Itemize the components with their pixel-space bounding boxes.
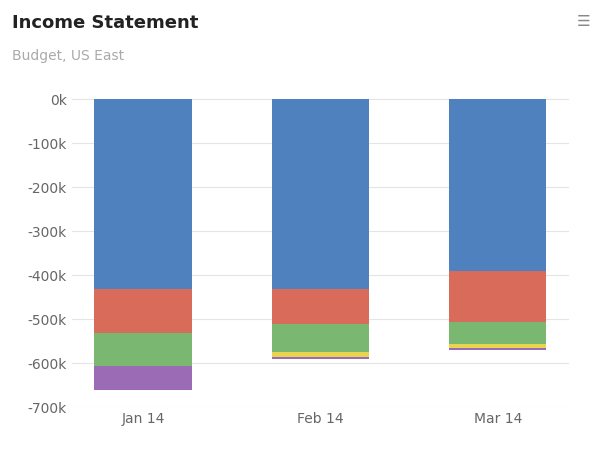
Bar — [95, 99, 192, 288]
Bar — [95, 366, 192, 390]
Text: Budget, US East: Budget, US East — [12, 49, 124, 63]
Bar — [272, 99, 369, 288]
Text: Income Statement: Income Statement — [12, 14, 198, 32]
Bar — [272, 352, 369, 357]
Bar — [449, 344, 546, 348]
Bar — [272, 288, 369, 324]
Bar — [272, 357, 369, 359]
Bar — [449, 99, 546, 271]
Legend: SALARY, BENEFITS, TRAVEL, MARKETING, OVERHEAD: SALARY, BENEFITS, TRAVEL, MARKETING, OVE… — [68, 461, 573, 463]
Bar — [449, 348, 546, 350]
Bar — [272, 324, 369, 352]
Bar — [95, 288, 192, 332]
Bar — [95, 332, 192, 366]
Bar — [449, 322, 546, 344]
Text: ☰: ☰ — [576, 14, 590, 29]
Bar — [449, 271, 546, 322]
